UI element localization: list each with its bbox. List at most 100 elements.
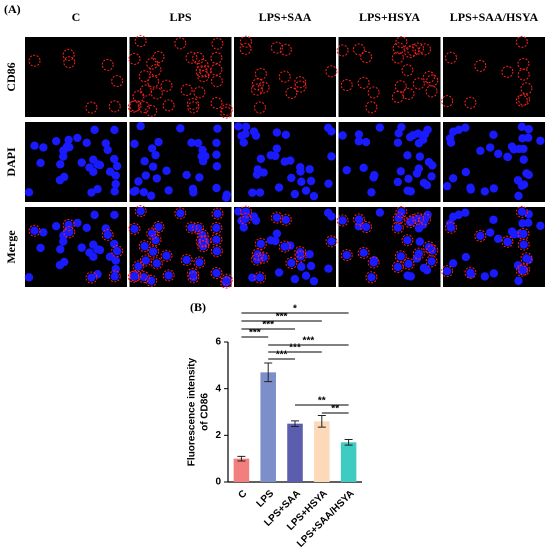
nucleus <box>367 273 376 282</box>
cd86-stain <box>394 80 407 93</box>
nucleus <box>466 270 476 279</box>
nucleus <box>112 161 122 171</box>
nucleus <box>110 125 119 135</box>
nucleus <box>59 152 68 161</box>
nucleus <box>212 268 221 278</box>
cd86-stain <box>441 265 454 278</box>
nucleus <box>140 242 149 251</box>
nucleus <box>342 165 351 175</box>
micrograph <box>443 37 545 117</box>
cd86-stain <box>365 101 378 114</box>
nucleus <box>82 138 91 147</box>
panel-label: (A) <box>4 2 21 16</box>
nucleus <box>393 262 402 272</box>
cd86-stain <box>211 37 224 50</box>
nucleus <box>188 269 198 278</box>
nucleus <box>524 124 533 134</box>
significance-label: ** <box>331 404 339 415</box>
nucleus <box>494 234 503 244</box>
cd86-stain <box>108 100 121 113</box>
nucleus <box>287 173 296 183</box>
nucleus <box>141 171 150 180</box>
nucleus <box>514 276 523 286</box>
nucleus <box>301 186 311 195</box>
nucleus <box>413 129 423 138</box>
nucleus <box>51 136 61 146</box>
nucleus <box>152 259 162 268</box>
nucleus <box>73 133 82 143</box>
nucleus <box>476 146 485 156</box>
nucleus <box>187 223 196 232</box>
row-label: CD86 <box>4 62 18 91</box>
nucleus <box>248 188 257 197</box>
nucleus <box>272 144 282 153</box>
nucleus <box>148 247 158 256</box>
nucleus <box>85 248 94 257</box>
nucleus <box>454 210 463 219</box>
nucleus <box>51 221 61 231</box>
nucleus <box>489 184 499 193</box>
cd86-stain <box>196 59 209 72</box>
cd86-stain <box>210 63 223 76</box>
cd86-stain <box>210 51 223 64</box>
nucleus <box>419 178 429 188</box>
cd86-stain <box>474 59 487 72</box>
nucleus <box>427 257 436 266</box>
nucleus <box>359 163 368 173</box>
nucleus <box>56 160 65 169</box>
nucleus <box>396 252 405 261</box>
nucleus <box>105 252 115 261</box>
y-tick-label: 0 <box>215 477 221 488</box>
cd86-stain <box>185 51 198 64</box>
nucleus <box>448 174 458 183</box>
nucleus <box>280 242 289 251</box>
cd86-stain <box>251 83 264 96</box>
nucleus <box>305 250 314 259</box>
nucleus <box>130 224 139 234</box>
cd86-stain <box>251 253 264 266</box>
nucleus <box>164 271 173 280</box>
y-axis-label: Fluorescence intensity <box>187 357 198 466</box>
nucleus <box>280 157 289 166</box>
cd86-stain <box>464 96 477 109</box>
cd86-stain <box>147 245 160 258</box>
cd86-stain <box>111 245 124 258</box>
cd86-stain <box>185 221 198 234</box>
nucleus <box>403 236 412 245</box>
y-tick-label: 4 <box>215 383 221 394</box>
nucleus <box>110 272 119 281</box>
nucleus <box>489 215 498 224</box>
nucleus <box>266 151 275 160</box>
cd86-stain <box>352 43 365 56</box>
cd86-stain <box>147 75 160 88</box>
nucleus <box>30 226 39 235</box>
cd86-stain <box>152 51 165 64</box>
cd86-stain <box>365 271 378 284</box>
nucleus <box>466 185 476 194</box>
cd86-stain <box>395 206 408 219</box>
nucleus <box>297 177 306 186</box>
nucleus <box>461 252 471 262</box>
cd86-stain <box>517 68 530 81</box>
cd86-stain <box>193 86 206 99</box>
nucleus <box>519 229 528 239</box>
cd86-stain <box>501 65 514 78</box>
cd86-stain <box>340 79 353 92</box>
nucleus <box>403 151 412 160</box>
x-tick-label: C <box>236 488 249 501</box>
cd86-stain <box>412 247 425 260</box>
nucleus <box>141 256 150 265</box>
nucleus <box>327 152 336 161</box>
nucleus <box>517 266 526 275</box>
cd86-stain <box>518 93 531 106</box>
cd86-stain <box>160 79 173 92</box>
nucleus <box>519 144 528 154</box>
nucleus <box>234 122 243 131</box>
nucleus <box>59 237 68 246</box>
nucleus <box>105 167 115 176</box>
cd86-stain <box>85 101 98 114</box>
nucleus <box>259 168 268 177</box>
nucleus <box>415 237 425 246</box>
